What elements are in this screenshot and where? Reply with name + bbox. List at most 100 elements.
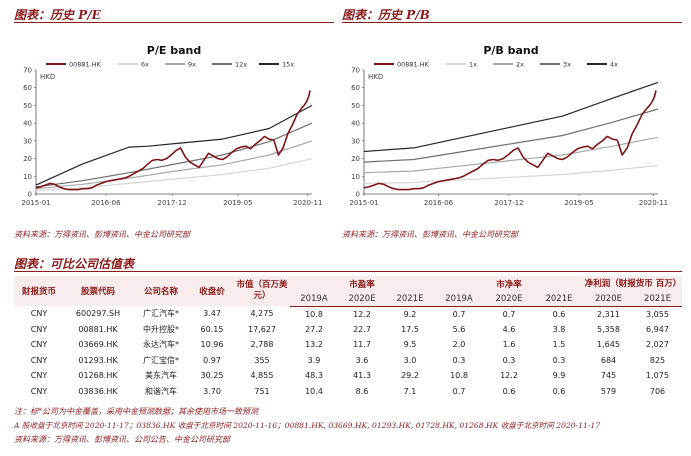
table-row: CNY 03836.HK 和谐汽车 3.70 751 10.4 8.6 7.1 0.7 0.6 0.… <box>14 384 682 400</box>
table-cell: 0.97 <box>203 355 221 365</box>
table-cell: 广汇宝信* <box>143 355 179 365</box>
table-note-3: 资料来源：万得资讯、彭博资讯、公司公告、中金公司研究部 <box>14 435 230 444</box>
table-cell: 22.7 <box>353 324 371 334</box>
pb-y-tick-label: 10 <box>351 173 360 181</box>
table-cell: 3.0 <box>403 355 417 365</box>
table-cell: 永达汽车* <box>143 340 179 350</box>
header-pe-2020e: 2020E <box>338 292 386 307</box>
table-title-rule <box>14 271 682 272</box>
pe-series-6x-line <box>35 158 313 192</box>
pe-legend-label-3: 12x <box>235 61 247 69</box>
pe-band-chart: P/E band 00881.HK 6x 9x 12x 15x HKD 0 10 20 30 40 50… <box>21 44 322 207</box>
pe-legend-label-1: 6x <box>141 61 149 69</box>
table-cell: 01293.HK <box>78 355 118 365</box>
table-cell: 6,947 <box>646 324 669 334</box>
table-cell: 3.70 <box>203 386 221 396</box>
table-cell: 30.25 <box>200 371 224 381</box>
table-cell: 0.7 <box>502 309 516 319</box>
table-body: CNY 600297.SH 广汇汽车* 3.47 4,275 10.8 12.2 9.2 0.7… <box>14 306 682 399</box>
table-cell: 1,075 <box>646 371 669 381</box>
pe-legend-label-2: 9x <box>188 61 196 69</box>
table-cell: 3,055 <box>646 309 669 319</box>
table-cell: 1,645 <box>597 340 620 350</box>
table-cell: CNY <box>30 340 48 350</box>
table-cell: 4,275 <box>250 309 274 319</box>
table-cell: 0.6 <box>552 309 566 319</box>
table-cell: 0.7 <box>452 309 466 319</box>
table-row: CNY 03669.HK 永达汽车* 10.96 2,788 13.2 11.7 9.5 2.0… <box>14 337 682 353</box>
header-pb-2020e: 2020E <box>484 292 534 307</box>
table-cell: CNY <box>30 355 48 365</box>
table-cell: 13.2 <box>305 340 323 350</box>
table-cell: 03836.HK <box>78 386 118 396</box>
pb-legend-label-0: 00881.HK <box>397 61 430 69</box>
pb-band-chart: P/B band 00881.HK 1x 2x 3x 4x HKD 0 10 20 30 40 50 60… <box>349 44 668 207</box>
table-cell: 7.1 <box>403 386 417 396</box>
pb-legend-label-1: 1x <box>469 61 477 69</box>
pb-y-tick-label: 70 <box>351 67 360 75</box>
header-np-2021e: 2021E <box>633 292 682 307</box>
pb-y-tick-label: 40 <box>351 120 360 128</box>
pe-source-note: 资料来源：万得资讯、彭博资讯、中金公司研究部 <box>14 230 190 239</box>
table-cell: 17.5 <box>401 324 419 334</box>
pe-y-tick-label: 20 <box>23 155 32 163</box>
table-cell: 41.3 <box>353 371 371 381</box>
table-cell: CNY <box>30 371 48 381</box>
table-cell: 0.3 <box>502 355 516 365</box>
pe-series-15x-line <box>35 104 313 186</box>
table-cell: 4,855 <box>250 371 274 381</box>
pb-title-rule <box>342 22 682 23</box>
pb-source-note: 资料来源：万得资讯、彭博资讯、中金公司研究部 <box>342 230 518 239</box>
table-cell: 29.2 <box>401 371 419 381</box>
header-price: 收盘价 <box>190 276 234 306</box>
table-cell: 0.6 <box>552 386 566 396</box>
table-cell: 751 <box>254 386 270 396</box>
table-cell: 8.6 <box>355 386 369 396</box>
table-row: CNY 01293.HK 广汇宝信* 0.97 355 3.9 3.6 3.0 0.3 0.3 0.… <box>14 353 682 369</box>
table-row: CNY 600297.SH 广汇汽车* 3.47 4,275 10.8 12.2 9.2 0.7… <box>14 306 682 322</box>
pb-y-label: HKD <box>368 73 383 81</box>
table-cell: CNY <box>30 386 48 396</box>
pe-series-00881hk-line <box>35 90 311 191</box>
pe-series-12x-line <box>35 122 313 188</box>
pb-x-tick-label: 2017-12 <box>494 199 523 207</box>
table-cell: 17,627 <box>248 324 276 334</box>
pe-y-tick-label: 10 <box>23 173 32 181</box>
header-np-2020e: 2020E <box>584 292 633 307</box>
table-cell: 0.7 <box>452 386 466 396</box>
table-cell: 5,358 <box>597 324 620 334</box>
pb-x-tick-label: 2015-01 <box>349 199 378 207</box>
pe-legend-label-0: 00881.HK <box>69 61 102 69</box>
header-pe-2021e: 2021E <box>386 292 434 307</box>
table-cell: 01268.HK <box>78 371 118 381</box>
header-mktcap: 市值（百万美元） <box>234 276 290 306</box>
pb-series-00881hk-line <box>363 90 657 191</box>
table-cell: 中升控股* <box>143 324 179 334</box>
pb-series-3x-line <box>363 108 659 163</box>
pb-series-1x-line <box>363 165 659 184</box>
table-cell: CNY <box>30 309 48 319</box>
pe-series-9x-line <box>35 140 313 190</box>
table-cell: 4.6 <box>502 324 516 334</box>
pb-y-tick-label: 0 <box>356 191 360 199</box>
pe-title-rule <box>14 22 334 23</box>
pb-chart-title: P/B band <box>483 44 538 57</box>
pe-y-tick-label: 60 <box>23 84 32 92</box>
table-cell: 12.2 <box>500 371 518 381</box>
header-pb-2019a: 2019A <box>434 292 484 307</box>
pb-legend-label-2: 2x <box>516 61 524 69</box>
table-cell: 9.9 <box>552 371 566 381</box>
table-cell: 0.3 <box>452 355 466 365</box>
header-pb-2021e: 2021E <box>534 292 584 307</box>
pb-y-tick-label: 30 <box>351 137 360 145</box>
table-cell: 3.47 <box>203 309 221 319</box>
table-cell: 10.4 <box>305 386 323 396</box>
table-cell: 3.6 <box>355 355 369 365</box>
pb-legend-label-4: 4x <box>610 61 618 69</box>
table-cell: 10.8 <box>450 371 468 381</box>
pe-y-tick-label: 0 <box>28 191 32 199</box>
table-cell: 10.8 <box>305 309 323 319</box>
pb-x-tick-label: 2020-11 <box>639 199 668 207</box>
table-cell: 10.96 <box>200 340 224 350</box>
pe-y-label: HKD <box>40 73 55 81</box>
